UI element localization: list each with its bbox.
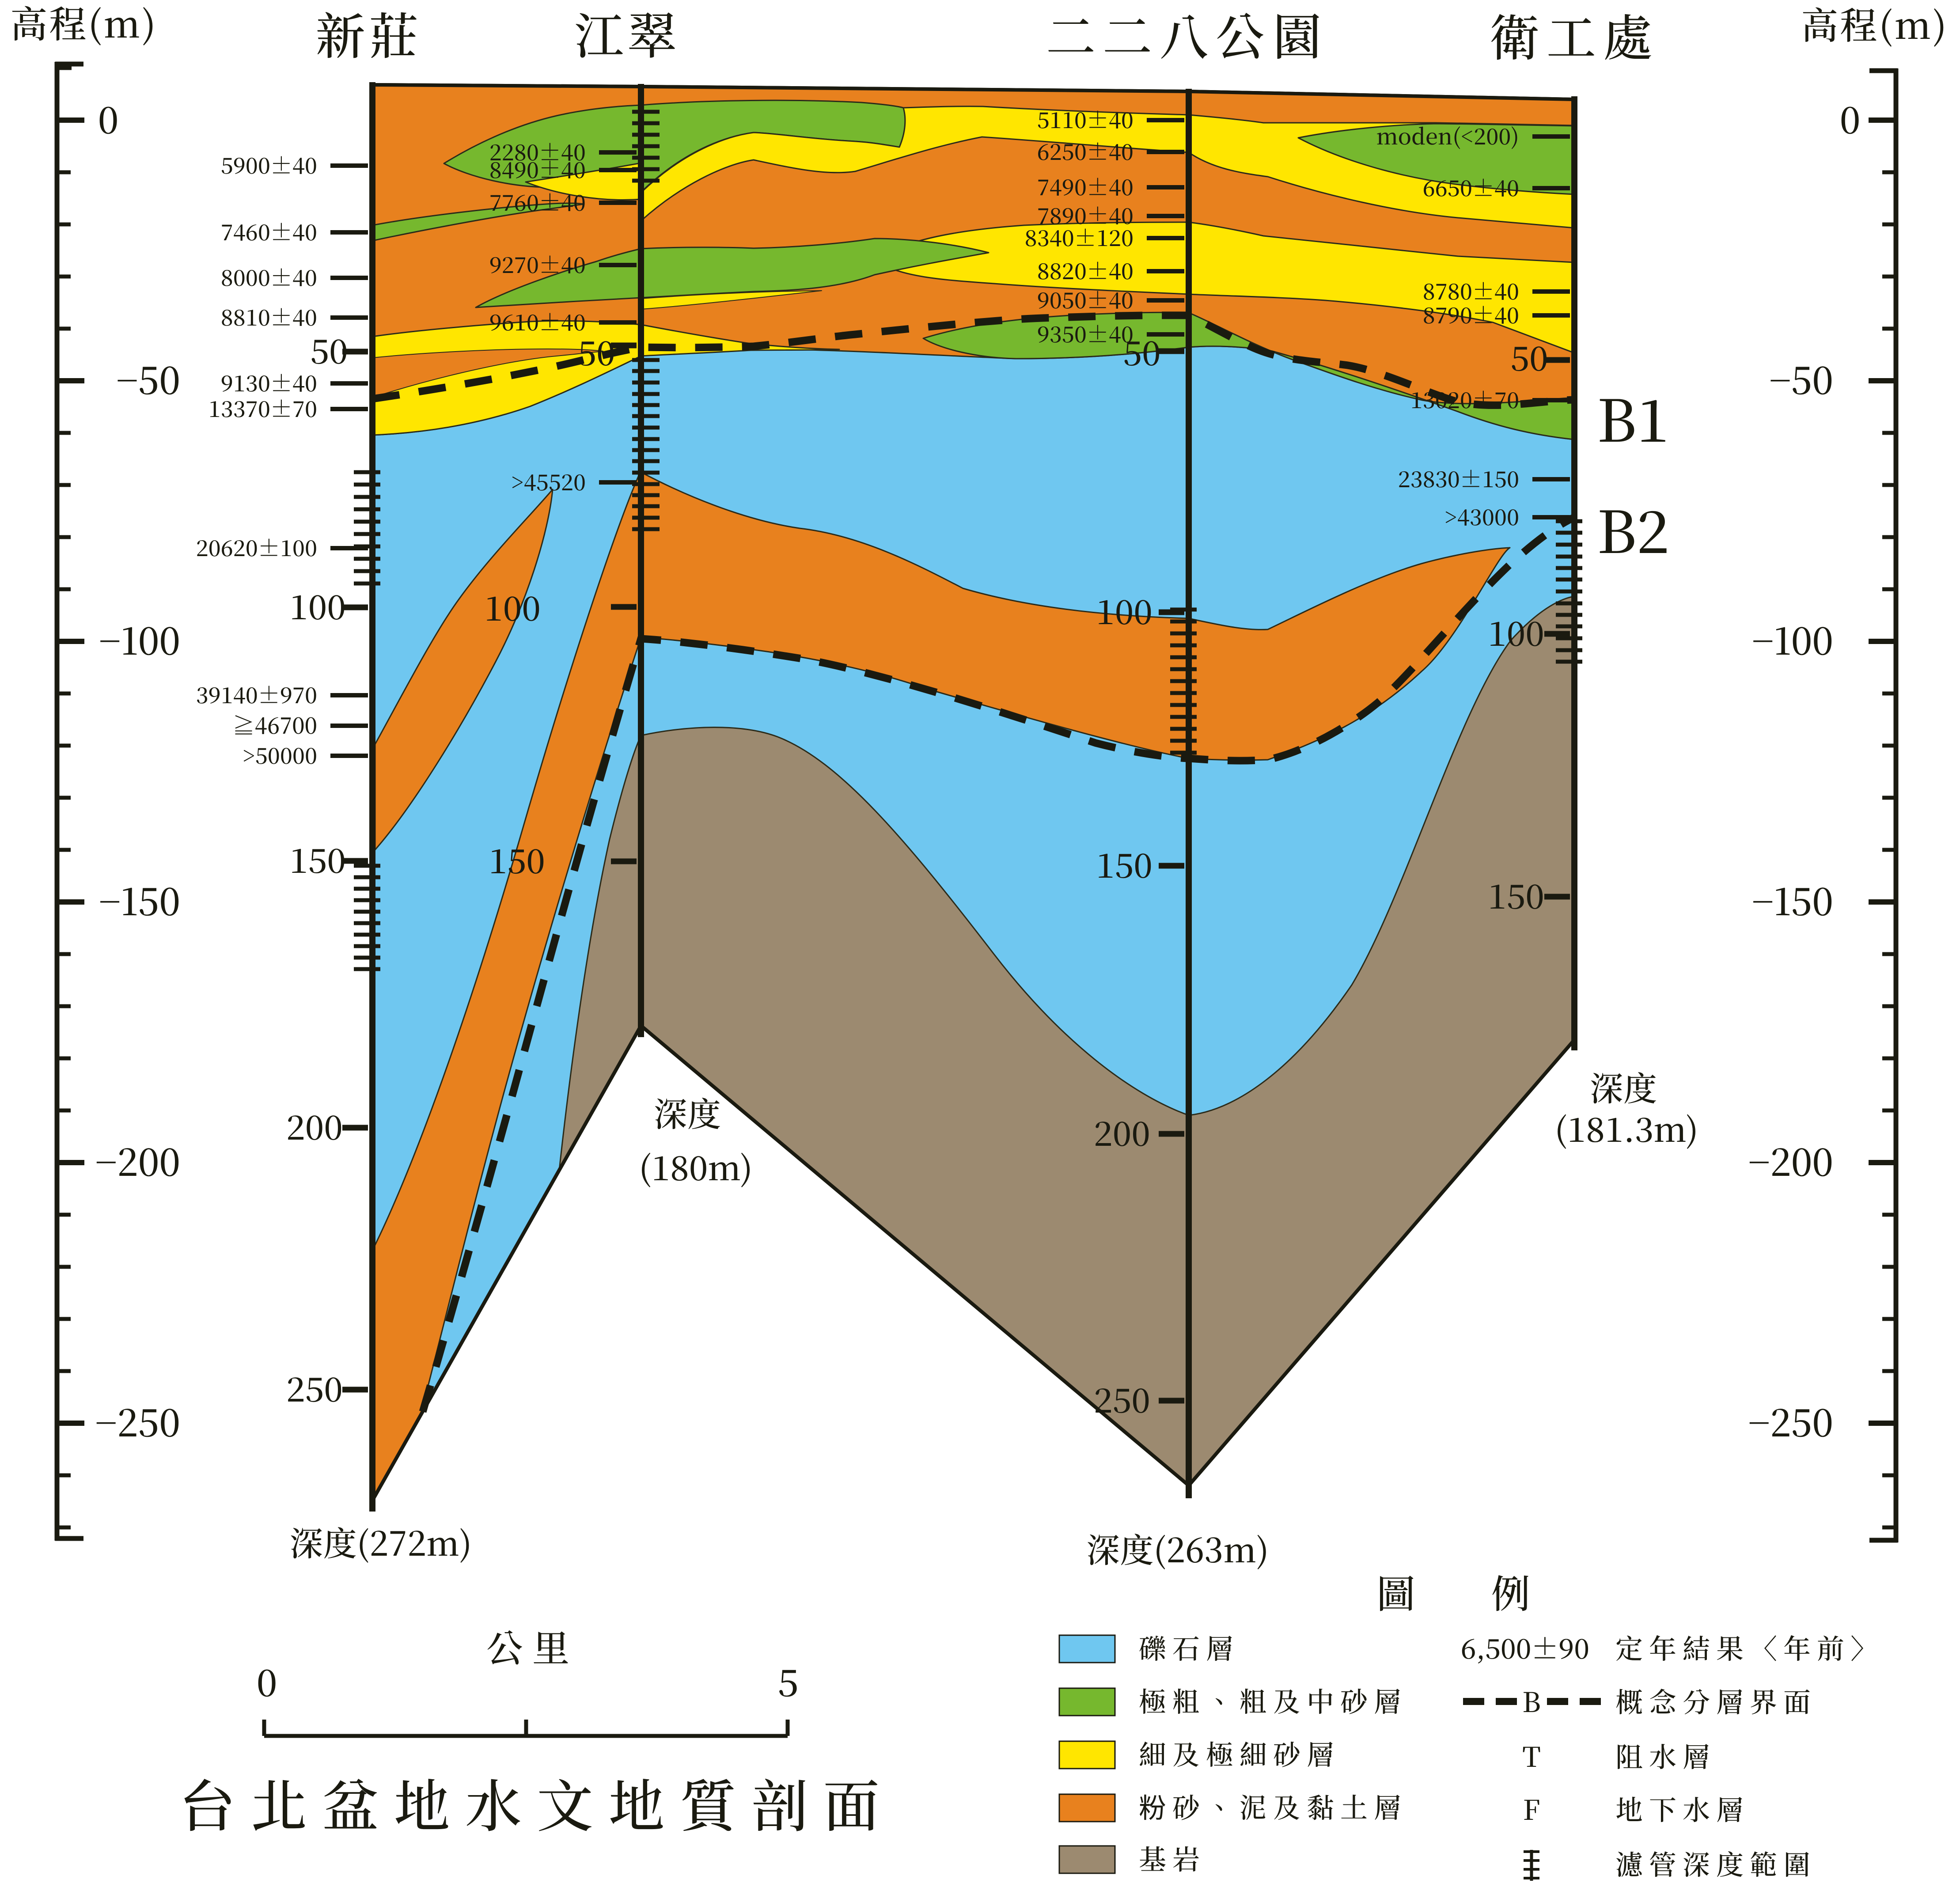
svg-text:9350±40: 9350±40: [1037, 317, 1134, 349]
svg-text:深度(263m): 深度(263m): [1086, 1524, 1269, 1572]
svg-text:8340±120: 8340±120: [1025, 221, 1134, 253]
svg-text:(180m): (180m): [639, 1142, 753, 1190]
svg-text:9050±40: 9050±40: [1037, 283, 1134, 315]
svg-text:100: 100: [1096, 586, 1152, 634]
svg-text:>50000: >50000: [242, 739, 317, 770]
svg-text:−100: −100: [1752, 612, 1833, 666]
svg-text:50: 50: [1510, 332, 1548, 380]
svg-text:B: B: [1522, 1681, 1541, 1720]
svg-text:深度: 深度: [1590, 1062, 1657, 1110]
svg-text:6650±40: 6650±40: [1423, 171, 1519, 203]
svg-text:定年結果〈年前〉: 定年結果〈年前〉: [1615, 1627, 1884, 1667]
svg-text:100: 100: [289, 581, 346, 629]
svg-text:8490±40: 8490±40: [489, 153, 586, 185]
svg-text:深度: 深度: [654, 1088, 721, 1136]
svg-text:150: 150: [289, 834, 346, 883]
svg-text:5110±40: 5110±40: [1037, 103, 1134, 135]
svg-text:概念分層界面: 概念分層界面: [1615, 1681, 1817, 1720]
svg-text:200: 200: [1094, 1107, 1150, 1156]
svg-text:5: 5: [777, 1654, 798, 1707]
svg-text:−250: −250: [95, 1394, 180, 1447]
svg-text:0: 0: [256, 1654, 277, 1707]
svg-text:250: 250: [1094, 1374, 1150, 1422]
svg-text:≧46700: ≧46700: [233, 708, 317, 740]
svg-text:例: 例: [1491, 1564, 1530, 1619]
svg-text:F: F: [1523, 1788, 1540, 1828]
svg-text:高程(m): 高程(m): [10, 0, 158, 49]
svg-text:衛工處: 衛工處: [1490, 0, 1660, 70]
svg-text:20620±100: 20620±100: [196, 531, 317, 563]
svg-text:−200: −200: [95, 1133, 180, 1187]
svg-text:5900±40: 5900±40: [221, 148, 317, 180]
svg-text:粉砂、泥及黏土層: 粉砂、泥及黏土層: [1139, 1786, 1407, 1826]
svg-text:−200: −200: [1748, 1133, 1833, 1187]
svg-text:8810±40: 8810±40: [221, 300, 317, 332]
svg-text:江翠: 江翠: [574, 0, 680, 68]
svg-text:50: 50: [577, 327, 615, 375]
svg-text:2280±40: 2280±40: [489, 135, 586, 167]
svg-text:8820±40: 8820±40: [1037, 254, 1134, 286]
svg-text:7490±40: 7490±40: [1037, 170, 1134, 202]
svg-text:150: 150: [1488, 870, 1544, 918]
svg-text:台北盆地水文地質剖面: 台北盆地水文地質剖面: [179, 1762, 895, 1843]
svg-text:8790±40: 8790±40: [1423, 298, 1519, 330]
svg-text:−50: −50: [1769, 352, 1833, 405]
svg-text:0: 0: [98, 91, 118, 144]
svg-text:9270±40: 9270±40: [489, 248, 586, 280]
svg-text:阻水層: 阻水層: [1615, 1735, 1716, 1775]
svg-text:礫石層: 礫石層: [1139, 1627, 1240, 1667]
svg-text:39140±970: 39140±970: [196, 678, 317, 710]
svg-text:高程(m): 高程(m): [1801, 0, 1949, 50]
svg-text:>45520: >45520: [511, 465, 586, 497]
svg-text:公里: 公里: [486, 1619, 578, 1673]
svg-text:9610±40: 9610±40: [489, 305, 586, 337]
svg-text:二二八公園: 二二八公園: [1046, 0, 1329, 69]
svg-text:−50: −50: [116, 352, 180, 405]
svg-text:B1: B1: [1597, 375, 1669, 458]
svg-text:50: 50: [1123, 327, 1160, 375]
svg-text:圖: 圖: [1376, 1564, 1415, 1619]
svg-text:150: 150: [489, 835, 545, 883]
svg-text:−100: −100: [99, 612, 180, 666]
svg-text:7460±40: 7460±40: [221, 215, 317, 247]
svg-text:0: 0: [1839, 91, 1860, 144]
svg-text:8000±40: 8000±40: [221, 261, 317, 292]
svg-text:−250: −250: [1748, 1394, 1833, 1447]
svg-text:100: 100: [484, 582, 541, 630]
svg-text:B2: B2: [1597, 486, 1669, 570]
svg-text:100: 100: [1488, 607, 1544, 655]
svg-text:−150: −150: [1752, 873, 1833, 926]
svg-text:極粗、粗及中砂層: 極粗、粗及中砂層: [1139, 1680, 1407, 1720]
svg-text:−150: −150: [99, 873, 180, 926]
svg-text:濾管深度範圍: 濾管深度範圍: [1615, 1843, 1817, 1883]
svg-text:地下水層: 地下水層: [1615, 1788, 1750, 1828]
svg-text:基岩: 基岩: [1139, 1838, 1206, 1877]
svg-text:T: T: [1522, 1735, 1541, 1775]
svg-text:>43000: >43000: [1444, 500, 1519, 532]
svg-text:6250±40: 6250±40: [1037, 135, 1134, 167]
svg-text:250: 250: [286, 1363, 343, 1411]
svg-text:6,500±90: 6,500±90: [1461, 1627, 1589, 1667]
svg-text:23830±150: 23830±150: [1398, 462, 1519, 494]
svg-text:150: 150: [1096, 839, 1152, 887]
svg-text:新莊: 新莊: [316, 0, 422, 68]
svg-text:9130±40: 9130±40: [221, 366, 317, 398]
svg-text:細及極細砂層: 細及極細砂層: [1139, 1733, 1340, 1773]
svg-text:13370±70: 13370±70: [209, 392, 317, 424]
svg-text:(181.3m): (181.3m): [1554, 1103, 1698, 1152]
svg-text:50: 50: [310, 325, 348, 373]
svg-text:moden(<200): moden(<200): [1376, 119, 1519, 151]
svg-text:200: 200: [286, 1101, 343, 1149]
svg-text:7890±40: 7890±40: [1037, 199, 1134, 231]
svg-text:7760±40: 7760±40: [489, 186, 586, 217]
svg-text:深度(272m): 深度(272m): [290, 1517, 472, 1565]
svg-text:13020±70: 13020±70: [1410, 383, 1519, 415]
svg-text:8780±40: 8780±40: [1423, 274, 1519, 306]
